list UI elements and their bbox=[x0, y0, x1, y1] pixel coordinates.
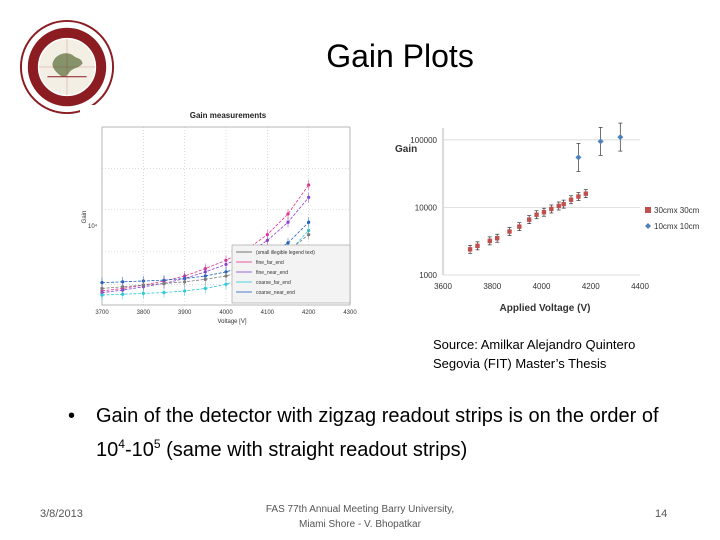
florida-tech-seal-icon bbox=[19, 19, 115, 115]
y-tick-label: 10⁴ bbox=[88, 223, 98, 230]
bullet-text-part: Gain of the detector with zigzag readout… bbox=[96, 405, 659, 461]
chart-frame bbox=[395, 120, 700, 320]
y-tick-label: 100000 bbox=[410, 136, 437, 145]
x-tick-label: 4400 bbox=[631, 282, 649, 291]
data-point bbox=[141, 291, 145, 296]
x-tick-label: 3800 bbox=[483, 282, 501, 291]
data-point bbox=[597, 138, 604, 145]
legend-swatch bbox=[645, 223, 651, 229]
source-citation: Source: Amilkar Alejandro Quintero Segov… bbox=[433, 335, 683, 373]
legend-swatch bbox=[645, 207, 651, 213]
data-point bbox=[307, 183, 311, 187]
x-axis-label: Applied Voltage (V) bbox=[500, 303, 591, 314]
data-point bbox=[467, 247, 473, 252]
data-point bbox=[534, 212, 539, 217]
data-point bbox=[475, 243, 480, 249]
x-tick-label: 3800 bbox=[137, 310, 151, 316]
data-point bbox=[141, 283, 145, 287]
x-tick-label: 4100 bbox=[261, 310, 275, 316]
legend-label: coarse_far_end bbox=[256, 280, 291, 286]
data-point bbox=[121, 285, 125, 289]
page-number: 14 bbox=[655, 508, 668, 520]
data-point bbox=[100, 286, 104, 291]
data-point bbox=[286, 241, 290, 245]
data-point bbox=[100, 293, 104, 297]
x-tick-label: 3900 bbox=[178, 310, 192, 316]
footer-date: 3/8/2013 bbox=[40, 508, 83, 520]
footer-event: FAS 77th Annual Meeting Barry University… bbox=[245, 502, 475, 532]
bullet-text-part: -10 bbox=[124, 439, 154, 461]
x-tick-label: 3600 bbox=[434, 282, 452, 291]
x-tick-label: 4200 bbox=[582, 282, 600, 291]
data-point bbox=[487, 238, 492, 244]
x-tick-label: 4200 bbox=[302, 310, 316, 316]
data-point bbox=[286, 212, 290, 216]
bullet-text-part: (same with straight readout strips) bbox=[160, 439, 468, 461]
data-point bbox=[507, 229, 512, 234]
data-point bbox=[224, 262, 228, 267]
x-tick-label: 4000 bbox=[533, 282, 551, 291]
data-point bbox=[183, 280, 187, 284]
x-tick-label: 4300 bbox=[343, 310, 357, 316]
slide-title: Gain Plots bbox=[326, 38, 474, 74]
legend-label: 10cmx 10cm bbox=[654, 222, 700, 231]
data-point bbox=[617, 134, 624, 141]
data-point bbox=[494, 236, 500, 241]
data-point bbox=[121, 292, 125, 296]
data-point bbox=[575, 154, 582, 161]
data-point bbox=[265, 238, 269, 243]
gain-vs-voltage-chart: Gain Applied Voltage (V) 100000 10000 1000… bbox=[395, 120, 700, 320]
gain-measurements-chart: Gain measurements Gain 10⁴ Voltage [V] 3… bbox=[80, 105, 380, 330]
exponent: 4 bbox=[118, 437, 125, 451]
x-tick-label: 3700 bbox=[95, 310, 109, 316]
data-point bbox=[203, 277, 207, 281]
source-line: Segovia (FIT) Master’s Thesis bbox=[433, 356, 607, 371]
y-axis-label: Gain bbox=[82, 211, 88, 224]
data-point bbox=[203, 286, 207, 291]
bullet-dot-icon: • bbox=[68, 405, 76, 427]
data-point bbox=[549, 206, 554, 212]
data-point bbox=[307, 195, 311, 199]
data-point bbox=[307, 233, 311, 237]
source-line: Source: Amilkar Alejandro Quintero bbox=[433, 337, 636, 352]
data-point bbox=[307, 220, 311, 224]
data-point bbox=[286, 220, 290, 224]
legend-label: 30cmx 30cm bbox=[654, 206, 700, 215]
data-point bbox=[568, 197, 574, 202]
data-point bbox=[556, 203, 561, 209]
legend-label: fine_near_end bbox=[256, 270, 288, 276]
data-point bbox=[162, 290, 166, 295]
data-point bbox=[100, 281, 104, 285]
data-point bbox=[583, 191, 589, 196]
y-tick-label: 1000 bbox=[419, 271, 437, 280]
legend-label: coarse_near_end bbox=[256, 290, 295, 296]
data-point bbox=[576, 194, 581, 199]
data-point bbox=[517, 224, 522, 229]
footer-event-line: Miami Shore - V. Bhopatkar bbox=[299, 519, 421, 530]
y-tick-label: 10000 bbox=[415, 203, 438, 212]
x-tick-label: 4000 bbox=[219, 310, 233, 316]
chart-title: Gain measurements bbox=[190, 111, 267, 120]
bullet-text: Gain of the detector with zigzag readout… bbox=[96, 402, 686, 464]
data-point bbox=[224, 282, 228, 286]
legend-box bbox=[231, 244, 351, 304]
data-point bbox=[526, 217, 532, 222]
legend-label: fine_far_end bbox=[256, 260, 284, 266]
footer-event-line: FAS 77th Annual Meeting Barry University… bbox=[265, 504, 455, 515]
chart-title: Gain bbox=[395, 144, 417, 155]
data-point bbox=[162, 281, 166, 286]
data-point bbox=[224, 274, 228, 278]
data-point bbox=[561, 201, 566, 207]
data-point bbox=[541, 210, 547, 215]
data-point bbox=[183, 289, 187, 293]
legend-label: (small illegible legend text) bbox=[256, 250, 315, 256]
exponent: 5 bbox=[153, 437, 161, 451]
data-point bbox=[265, 233, 269, 237]
x-axis-label: Voltage [V] bbox=[217, 319, 246, 325]
